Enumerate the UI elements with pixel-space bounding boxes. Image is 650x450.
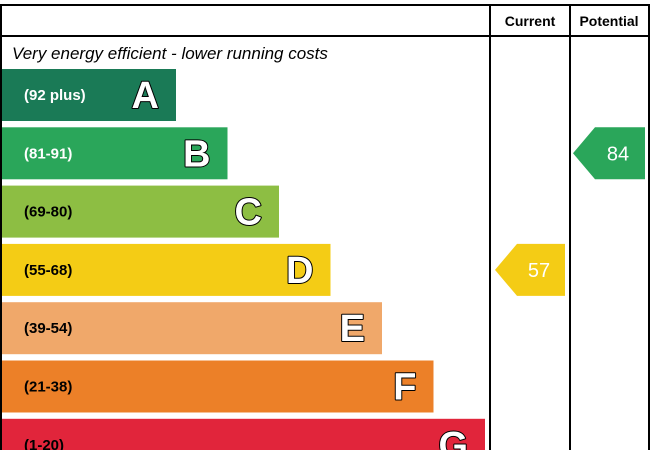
current-rating-marker-arrow [495, 243, 565, 296]
band-e-bar [1, 302, 382, 355]
band-f-range: (21-38) [24, 379, 72, 396]
band-g-bar [1, 418, 485, 450]
band-b-range: (81-91) [24, 145, 72, 162]
band-a-bar [1, 69, 176, 121]
current-rating-marker-value: 57 [528, 260, 550, 282]
band-b-bar [1, 127, 228, 180]
band-d-bar [1, 243, 331, 296]
potential-rating-marker-value: 84 [607, 143, 629, 165]
potential-column-header: Potential [579, 13, 638, 29]
rating-bands: (92 plus) A (81-91) B (69-80) C (55-68) D (39-54… [1, 69, 485, 450]
band-f-bar [1, 360, 434, 413]
band-a: (92 plus) A [1, 69, 176, 121]
band-g-range: (1-20) [24, 437, 64, 450]
table-frame [0, 4, 650, 450]
band-e-range: (39-54) [24, 320, 72, 337]
band-c-letter: C [235, 192, 262, 234]
potential-rating-marker: 84 [573, 127, 645, 180]
current-column-header: Current [505, 13, 556, 29]
band-c-bar [1, 185, 279, 238]
band-a-letter: A [132, 75, 159, 117]
efficiency-note: Very energy efficient - lower running co… [12, 44, 328, 63]
band-e: (39-54) E [1, 302, 382, 355]
band-g: (1-20) G [1, 418, 485, 450]
band-a-range: (92 plus) [24, 87, 86, 104]
band-e-letter: E [340, 308, 365, 350]
band-c-range: (69-80) [24, 204, 72, 221]
band-g-letter: G [438, 425, 468, 450]
band-f: (21-38) F [1, 360, 434, 413]
rating-markers: 57 84 [495, 127, 645, 296]
band-f-letter: F [393, 367, 416, 409]
band-d-letter: D [286, 250, 313, 292]
band-c: (69-80) C [1, 185, 279, 238]
band-d-range: (55-68) [24, 262, 72, 279]
current-rating-marker: 57 [495, 243, 565, 296]
band-b: (81-91) B [1, 127, 228, 180]
band-b-letter: B [183, 133, 210, 175]
band-d: (55-68) D [1, 243, 331, 296]
potential-rating-marker-arrow [573, 127, 645, 180]
